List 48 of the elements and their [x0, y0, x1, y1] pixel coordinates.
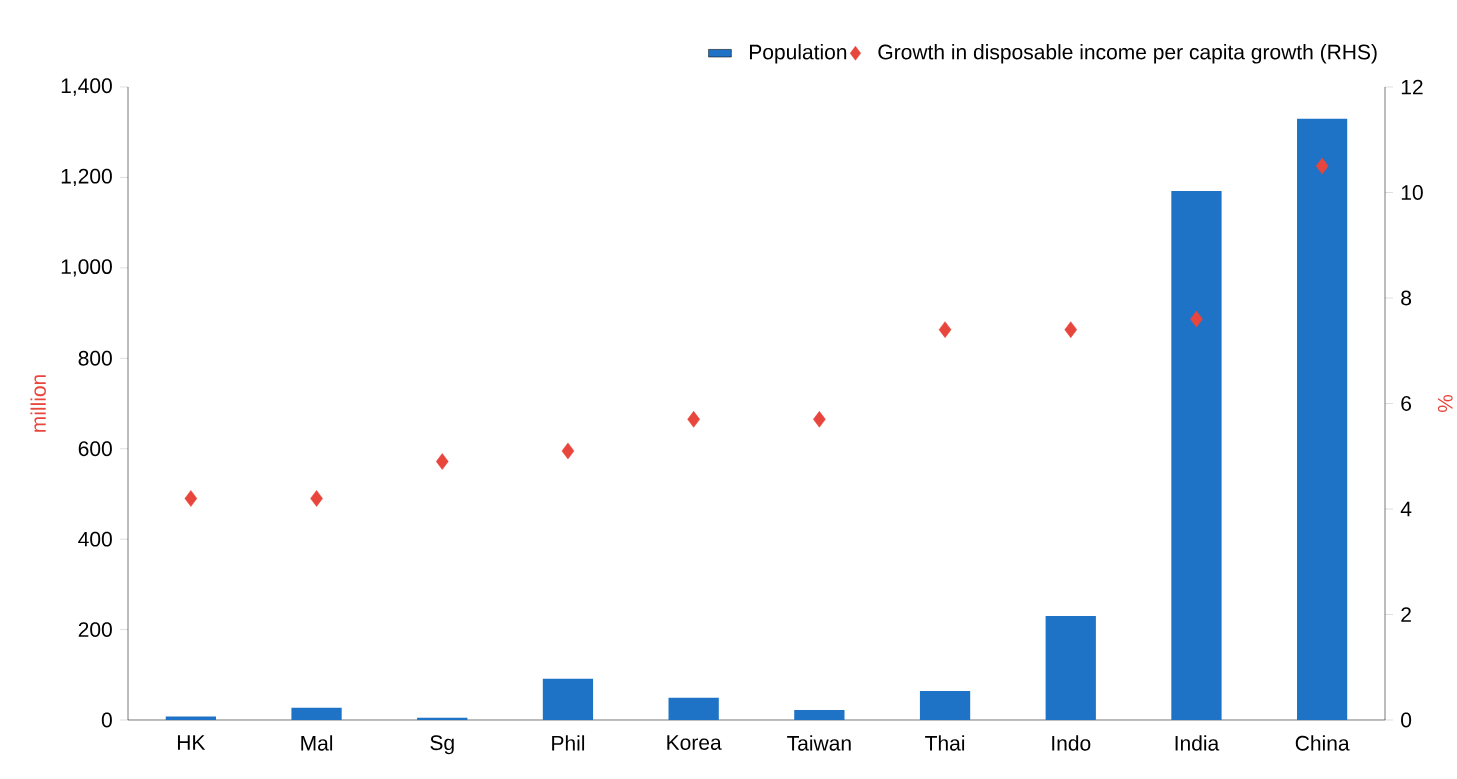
y-tick-label: 800 — [78, 350, 112, 366]
point — [1190, 310, 1203, 328]
x-tick-label: Indo — [1052, 735, 1091, 751]
point — [310, 490, 323, 507]
bar — [668, 697, 719, 720]
legend-label: Growth in disposable income per capita growth (RHS) — [878, 44, 1377, 64]
bar — [1171, 190, 1222, 720]
x-tick-label: Phil — [552, 735, 585, 751]
point — [184, 490, 198, 507]
x-tick-label: Taiwan — [787, 735, 851, 751]
point — [938, 321, 952, 338]
bar — [165, 716, 216, 720]
y-axis-title: million — [30, 375, 46, 432]
bar — [919, 691, 971, 720]
x-tick-label: Thai — [925, 735, 965, 751]
x-tick-label: India — [1175, 735, 1220, 751]
y2-tick-label: 4 — [1400, 501, 1412, 517]
point — [687, 411, 700, 428]
point — [1315, 157, 1329, 175]
x-tick-label: China — [1295, 735, 1350, 751]
y2-tick-label: 10 — [1401, 185, 1423, 200]
point — [435, 453, 449, 470]
y-tick-label: 0 — [101, 712, 112, 728]
bar — [1297, 118, 1348, 720]
x-tick-label: Korea — [667, 735, 722, 750]
legend-label: Population — [749, 44, 847, 64]
bar — [1045, 616, 1096, 720]
bar — [291, 707, 342, 720]
x-tick-label: Sg — [430, 735, 454, 755]
y2-axis-title: % — [1437, 394, 1453, 413]
y-tick-label: 1,200 — [61, 168, 112, 187]
y2-tick-label: 8 — [1401, 290, 1412, 306]
y-tick-label: 1,400 — [61, 78, 112, 96]
y-tick-label: 600 — [78, 441, 112, 457]
y-tick-label: 200 — [78, 622, 112, 638]
y2-tick-label: 6 — [1401, 396, 1412, 411]
y2-tick-label: 2 — [1401, 607, 1411, 622]
bar — [542, 678, 594, 720]
bar — [794, 710, 845, 720]
point — [1064, 321, 1078, 338]
y2-tick-label: 12 — [1401, 79, 1423, 95]
point — [813, 411, 826, 428]
x-tick-label: HK — [177, 735, 206, 750]
y-tick-label: 1,000 — [61, 259, 112, 277]
point — [561, 442, 575, 460]
y2-tick-label: 0 — [1401, 712, 1412, 728]
x-tick-label: Mal — [301, 735, 333, 751]
y-tick-label: 400 — [78, 531, 112, 547]
